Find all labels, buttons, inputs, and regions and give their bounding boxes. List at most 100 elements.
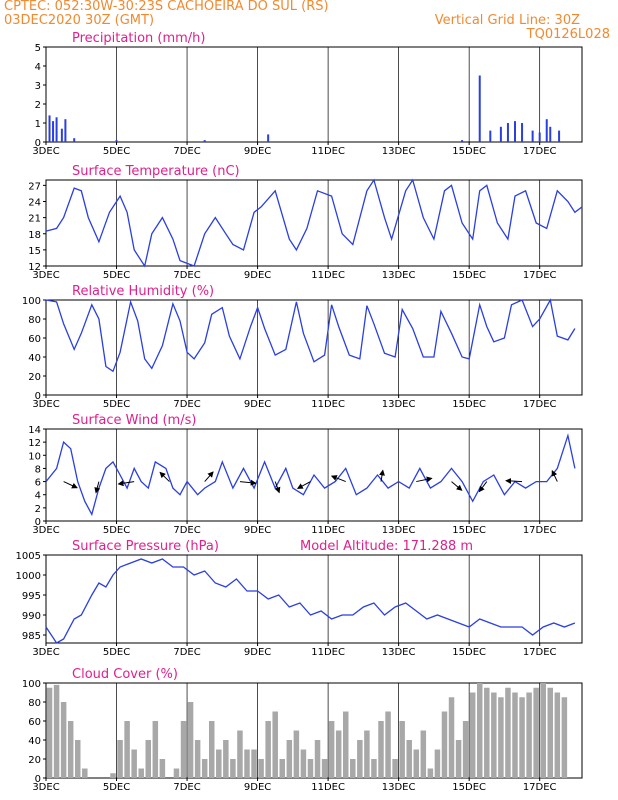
x-tick-label: 17DEC bbox=[523, 647, 557, 658]
precip-bar bbox=[531, 130, 534, 142]
cloud-bar bbox=[342, 711, 349, 778]
x-tick-label: 11DEC bbox=[311, 525, 345, 536]
wind-arrow bbox=[296, 481, 311, 489]
cloud-bar bbox=[434, 749, 441, 778]
x-tick-label: 7DEC bbox=[173, 782, 200, 793]
cloud-bar bbox=[533, 687, 539, 778]
y-tick-label: 4 bbox=[35, 491, 41, 502]
precip-bar bbox=[478, 75, 481, 142]
x-tick-label: 9DEC bbox=[244, 146, 271, 157]
x-tick-label: 7DEC bbox=[173, 647, 200, 658]
precip-bar bbox=[521, 123, 524, 142]
x-tick-label: 7DEC bbox=[173, 525, 200, 536]
x-tick-label: 13DEC bbox=[382, 647, 416, 658]
cloud-bar bbox=[476, 683, 483, 778]
x-tick-label: 3DEC bbox=[32, 525, 59, 536]
wind-arrow bbox=[204, 471, 214, 482]
y-tick-label: 12 bbox=[28, 262, 41, 273]
precip-bar bbox=[60, 128, 63, 142]
cloud-bar bbox=[251, 749, 257, 778]
wind-arrow bbox=[551, 470, 558, 482]
panel-frame bbox=[45, 554, 583, 644]
cloud-bar bbox=[131, 749, 137, 778]
precip-bar bbox=[499, 126, 502, 142]
y-tick-label: 60 bbox=[28, 334, 41, 345]
cloud-bar bbox=[152, 721, 159, 778]
x-tick-label: 3DEC bbox=[32, 782, 59, 793]
x-tick-label: 13DEC bbox=[382, 525, 416, 536]
panel-title: Cloud Cover (%) bbox=[72, 667, 178, 682]
cloud-bar bbox=[519, 697, 525, 778]
cloud-bar bbox=[286, 740, 293, 778]
y-tick-label: 1000 bbox=[16, 571, 41, 582]
cloud-bar bbox=[272, 711, 278, 778]
cloud-bar bbox=[547, 687, 554, 778]
cloud-bar bbox=[371, 759, 377, 778]
cloud-bar bbox=[145, 740, 152, 778]
x-tick-label: 9DEC bbox=[244, 399, 271, 410]
x-tick-label: 13DEC bbox=[382, 270, 416, 281]
panel-frame bbox=[45, 299, 583, 396]
cloud-bar bbox=[561, 697, 568, 778]
y-tick-label: 4 bbox=[35, 62, 41, 73]
precip-bar bbox=[52, 121, 55, 142]
series-line bbox=[45, 178, 583, 268]
panel-title: Relative Humidity (%) bbox=[72, 284, 214, 299]
cloud-bar bbox=[385, 711, 391, 778]
y-tick-label: 60 bbox=[28, 717, 41, 728]
precip-bar bbox=[73, 138, 76, 142]
cloud-bar bbox=[187, 702, 194, 778]
y-tick-label: 5 bbox=[35, 43, 41, 54]
cloud-bar bbox=[279, 759, 286, 778]
x-tick-label: 15DEC bbox=[452, 270, 486, 281]
cloud-bar bbox=[364, 730, 370, 778]
precip-bar bbox=[549, 126, 552, 142]
y-tick-label: 100 bbox=[22, 679, 41, 690]
y-tick-label: 990 bbox=[22, 611, 41, 622]
y-tick-label: 6 bbox=[35, 478, 41, 489]
y-tick-label: 21 bbox=[28, 214, 41, 225]
x-tick-label: 3DEC bbox=[32, 647, 59, 658]
cloud-bar bbox=[265, 721, 271, 778]
x-tick-label: 5DEC bbox=[103, 647, 130, 658]
x-tick-label: 11DEC bbox=[311, 399, 345, 410]
series-line bbox=[45, 298, 576, 373]
cloud-bar bbox=[258, 759, 264, 778]
y-tick-label: 27 bbox=[28, 181, 41, 192]
precip-bar bbox=[115, 140, 118, 142]
x-tick-label: 5DEC bbox=[103, 270, 130, 281]
cloud-bar bbox=[230, 759, 236, 778]
precip-bar bbox=[461, 140, 464, 142]
wind-arrow bbox=[117, 480, 135, 487]
precip-bar bbox=[64, 119, 67, 142]
precip-bar bbox=[538, 132, 541, 142]
y-tick-label: 2 bbox=[35, 100, 41, 111]
cloud-bar bbox=[328, 721, 335, 778]
cloud-bar bbox=[491, 692, 497, 778]
cloud-bar bbox=[484, 687, 490, 778]
cloud-bar bbox=[406, 740, 412, 778]
x-tick-label: 13DEC bbox=[382, 399, 416, 410]
cloud-bar bbox=[462, 721, 469, 778]
y-tick-label: 24 bbox=[28, 198, 41, 209]
x-tick-label: 17DEC bbox=[523, 525, 557, 536]
wind-arrow bbox=[451, 481, 463, 491]
x-tick-label: 11DEC bbox=[311, 146, 345, 157]
cloud-bar bbox=[540, 683, 546, 778]
wind-arrow bbox=[159, 471, 170, 482]
cloud-bar bbox=[244, 749, 250, 778]
precip-bar bbox=[545, 119, 548, 142]
x-tick-label: 7DEC bbox=[173, 146, 200, 157]
x-tick-label: 3DEC bbox=[32, 270, 59, 281]
wind-arrow bbox=[330, 475, 346, 483]
cloud-bar bbox=[526, 692, 532, 778]
wind-arrow bbox=[94, 481, 101, 494]
cloud-bar bbox=[448, 697, 455, 778]
y-tick-label: 0 bbox=[35, 391, 41, 402]
x-tick-label: 9DEC bbox=[244, 782, 271, 793]
precip-bar bbox=[514, 121, 516, 142]
y-tick-label: 12 bbox=[28, 438, 41, 449]
cloud-bar bbox=[335, 730, 342, 778]
cloud-bar bbox=[420, 730, 427, 778]
cloud-bar bbox=[201, 759, 208, 778]
